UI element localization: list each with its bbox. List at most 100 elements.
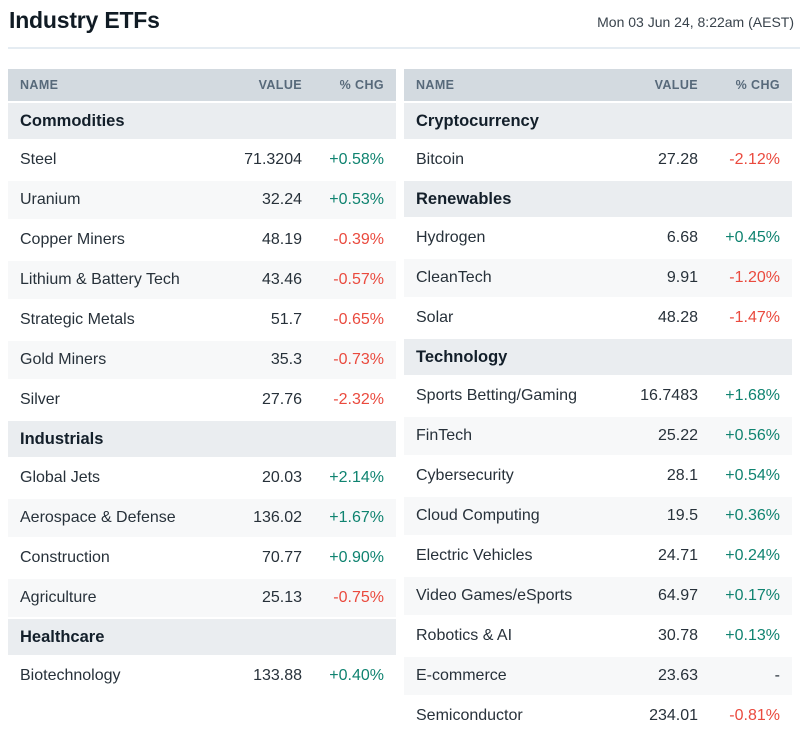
column-header-chg: % CHG [735, 78, 780, 92]
etf-chg: -0.39% [333, 231, 384, 248]
etf-value: 30.78 [657, 627, 698, 644]
etf-value: 51.7 [270, 311, 302, 328]
etf-value: 32.24 [261, 191, 302, 208]
etf-row[interactable]: Strategic Metals 51.7 -0.65% [8, 301, 396, 339]
etf-chg: +2.14% [329, 469, 384, 486]
etf-value: 48.19 [261, 231, 302, 248]
etf-chg: +0.17% [725, 587, 780, 604]
topbar: Industry ETFs Mon 03 Jun 24, 8:22am (AES… [0, 0, 808, 34]
timestamp: Mon 03 Jun 24, 8:22am (AEST) [597, 14, 794, 30]
section-label: Renewables [416, 189, 512, 208]
etf-chg: +1.67% [329, 509, 384, 526]
etf-chg: -2.32% [333, 391, 384, 408]
etf-chg: -1.20% [729, 269, 780, 286]
etf-row[interactable]: FinTech 25.22 +0.56% [404, 417, 792, 455]
etf-row[interactable]: Lithium & Battery Tech 43.46 -0.57% [8, 261, 396, 299]
etf-row[interactable]: Cybersecurity 28.1 +0.54% [404, 457, 792, 495]
etf-name: Video Games/eSports [416, 587, 573, 604]
etf-row[interactable]: CleanTech 9.91 -1.20% [404, 259, 792, 297]
etf-chg: -2.12% [729, 151, 780, 168]
etf-row[interactable]: Electric Vehicles 24.71 +0.24% [404, 537, 792, 575]
column-header-row: NAME VALUE % CHG [404, 69, 792, 101]
etf-chg: -0.73% [333, 351, 384, 368]
etf-name: CleanTech [416, 269, 492, 286]
etf-row[interactable]: Semiconductor 234.01 -0.81% [404, 697, 792, 735]
etf-name: Bitcoin [416, 151, 465, 168]
etf-chg: -0.65% [333, 311, 384, 328]
etf-chg: +0.54% [725, 467, 780, 484]
column-header-chg: % CHG [339, 78, 384, 92]
etf-row[interactable]: Cloud Computing 19.5 +0.36% [404, 497, 792, 535]
page-title: Industry ETFs [9, 7, 160, 33]
etf-chg: +0.56% [725, 427, 780, 444]
column-header-value: VALUE [258, 78, 302, 92]
etf-name: Agriculture [20, 589, 97, 606]
etf-name: Gold Miners [20, 351, 107, 368]
etf-name: FinTech [416, 427, 473, 444]
etf-value: 133.88 [253, 667, 302, 684]
etf-name: Solar [416, 309, 454, 326]
etf-row[interactable]: Biotechnology 133.88 +0.40% [8, 657, 396, 695]
section-row: Industrials [8, 421, 396, 457]
etf-chg: +0.90% [329, 549, 384, 566]
etf-row[interactable]: Aerospace & Defense 136.02 +1.67% [8, 499, 396, 537]
etf-chg: +0.45% [725, 229, 780, 246]
etf-name: Biotechnology [20, 667, 121, 684]
etf-name: Aerospace & Defense [20, 509, 176, 526]
section-row: Technology [404, 339, 792, 375]
column-header-name: NAME [416, 78, 455, 92]
etf-row[interactable]: Construction 70.77 +0.90% [8, 539, 396, 577]
etf-name: Lithium & Battery Tech [20, 271, 180, 288]
etf-row[interactable]: Bitcoin 27.28 -2.12% [404, 141, 792, 179]
section-label: Technology [416, 347, 508, 366]
etf-value: 25.22 [657, 427, 698, 444]
etf-table-right: NAME VALUE % CHG Cryptocurrency Bitcoin 27.28… [404, 69, 792, 735]
etf-row[interactable]: Copper Miners 48.19 -0.39% [8, 221, 396, 259]
etf-value: 16.7483 [640, 387, 698, 404]
etf-row[interactable]: Silver 27.76 -2.32% [8, 381, 396, 419]
etf-row[interactable]: Video Games/eSports 64.97 +0.17% [404, 577, 792, 615]
etf-row[interactable]: Sports Betting/Gaming 16.7483 +1.68% [404, 377, 792, 415]
etf-name: Electric Vehicles [416, 547, 533, 564]
etf-value: 25.13 [261, 589, 302, 606]
etf-name: Cloud Computing [416, 507, 540, 524]
etf-name: Uranium [20, 191, 81, 208]
etf-chg: -0.75% [333, 589, 384, 606]
etf-value: 71.3204 [244, 151, 302, 168]
etf-row[interactable]: Steel 71.3204 +0.58% [8, 141, 396, 179]
section-row: Commodities [8, 103, 396, 139]
etf-value: 6.68 [666, 229, 698, 246]
etf-chg: +1.68% [725, 387, 780, 404]
etf-row[interactable]: Agriculture 25.13 -0.75% [8, 579, 396, 617]
etf-row[interactable]: Solar 48.28 -1.47% [404, 299, 792, 337]
etf-value: 19.5 [666, 507, 698, 524]
etf-chg: +0.24% [725, 547, 780, 564]
etf-chg: +0.40% [329, 667, 384, 684]
etf-name: Sports Betting/Gaming [416, 387, 577, 404]
etf-value: 28.1 [666, 467, 698, 484]
etf-row[interactable]: Robotics & AI 30.78 +0.13% [404, 617, 792, 655]
etf-row[interactable]: E-commerce 23.63 - [404, 657, 792, 695]
section-label: Industrials [20, 429, 104, 448]
etf-name: Cybersecurity [416, 467, 514, 484]
etf-value: 43.46 [261, 271, 302, 288]
section-label: Commodities [20, 111, 125, 130]
etf-value: 23.63 [657, 667, 698, 684]
etf-row[interactable]: Hydrogen 6.68 +0.45% [404, 219, 792, 257]
etf-name: Global Jets [20, 469, 101, 486]
section-row: Renewables [404, 181, 792, 217]
etf-value: 234.01 [649, 707, 698, 724]
etf-value: 48.28 [657, 309, 698, 326]
etf-chg: -1.47% [729, 309, 780, 326]
etf-name: E-commerce [416, 667, 507, 684]
etf-row[interactable]: Global Jets 20.03 +2.14% [8, 459, 396, 497]
etf-name: Semiconductor [416, 707, 523, 724]
etf-row[interactable]: Gold Miners 35.3 -0.73% [8, 341, 396, 379]
tables-container: NAME VALUE % CHG Commodities Steel 71.3204 +0.… [8, 69, 792, 735]
etf-value: 136.02 [253, 509, 302, 526]
etf-row[interactable]: Uranium 32.24 +0.53% [8, 181, 396, 219]
section-row: Cryptocurrency [404, 103, 792, 139]
etf-table-left: NAME VALUE % CHG Commodities Steel 71.3204 +0.… [8, 69, 396, 695]
etf-value: 20.03 [261, 469, 302, 486]
